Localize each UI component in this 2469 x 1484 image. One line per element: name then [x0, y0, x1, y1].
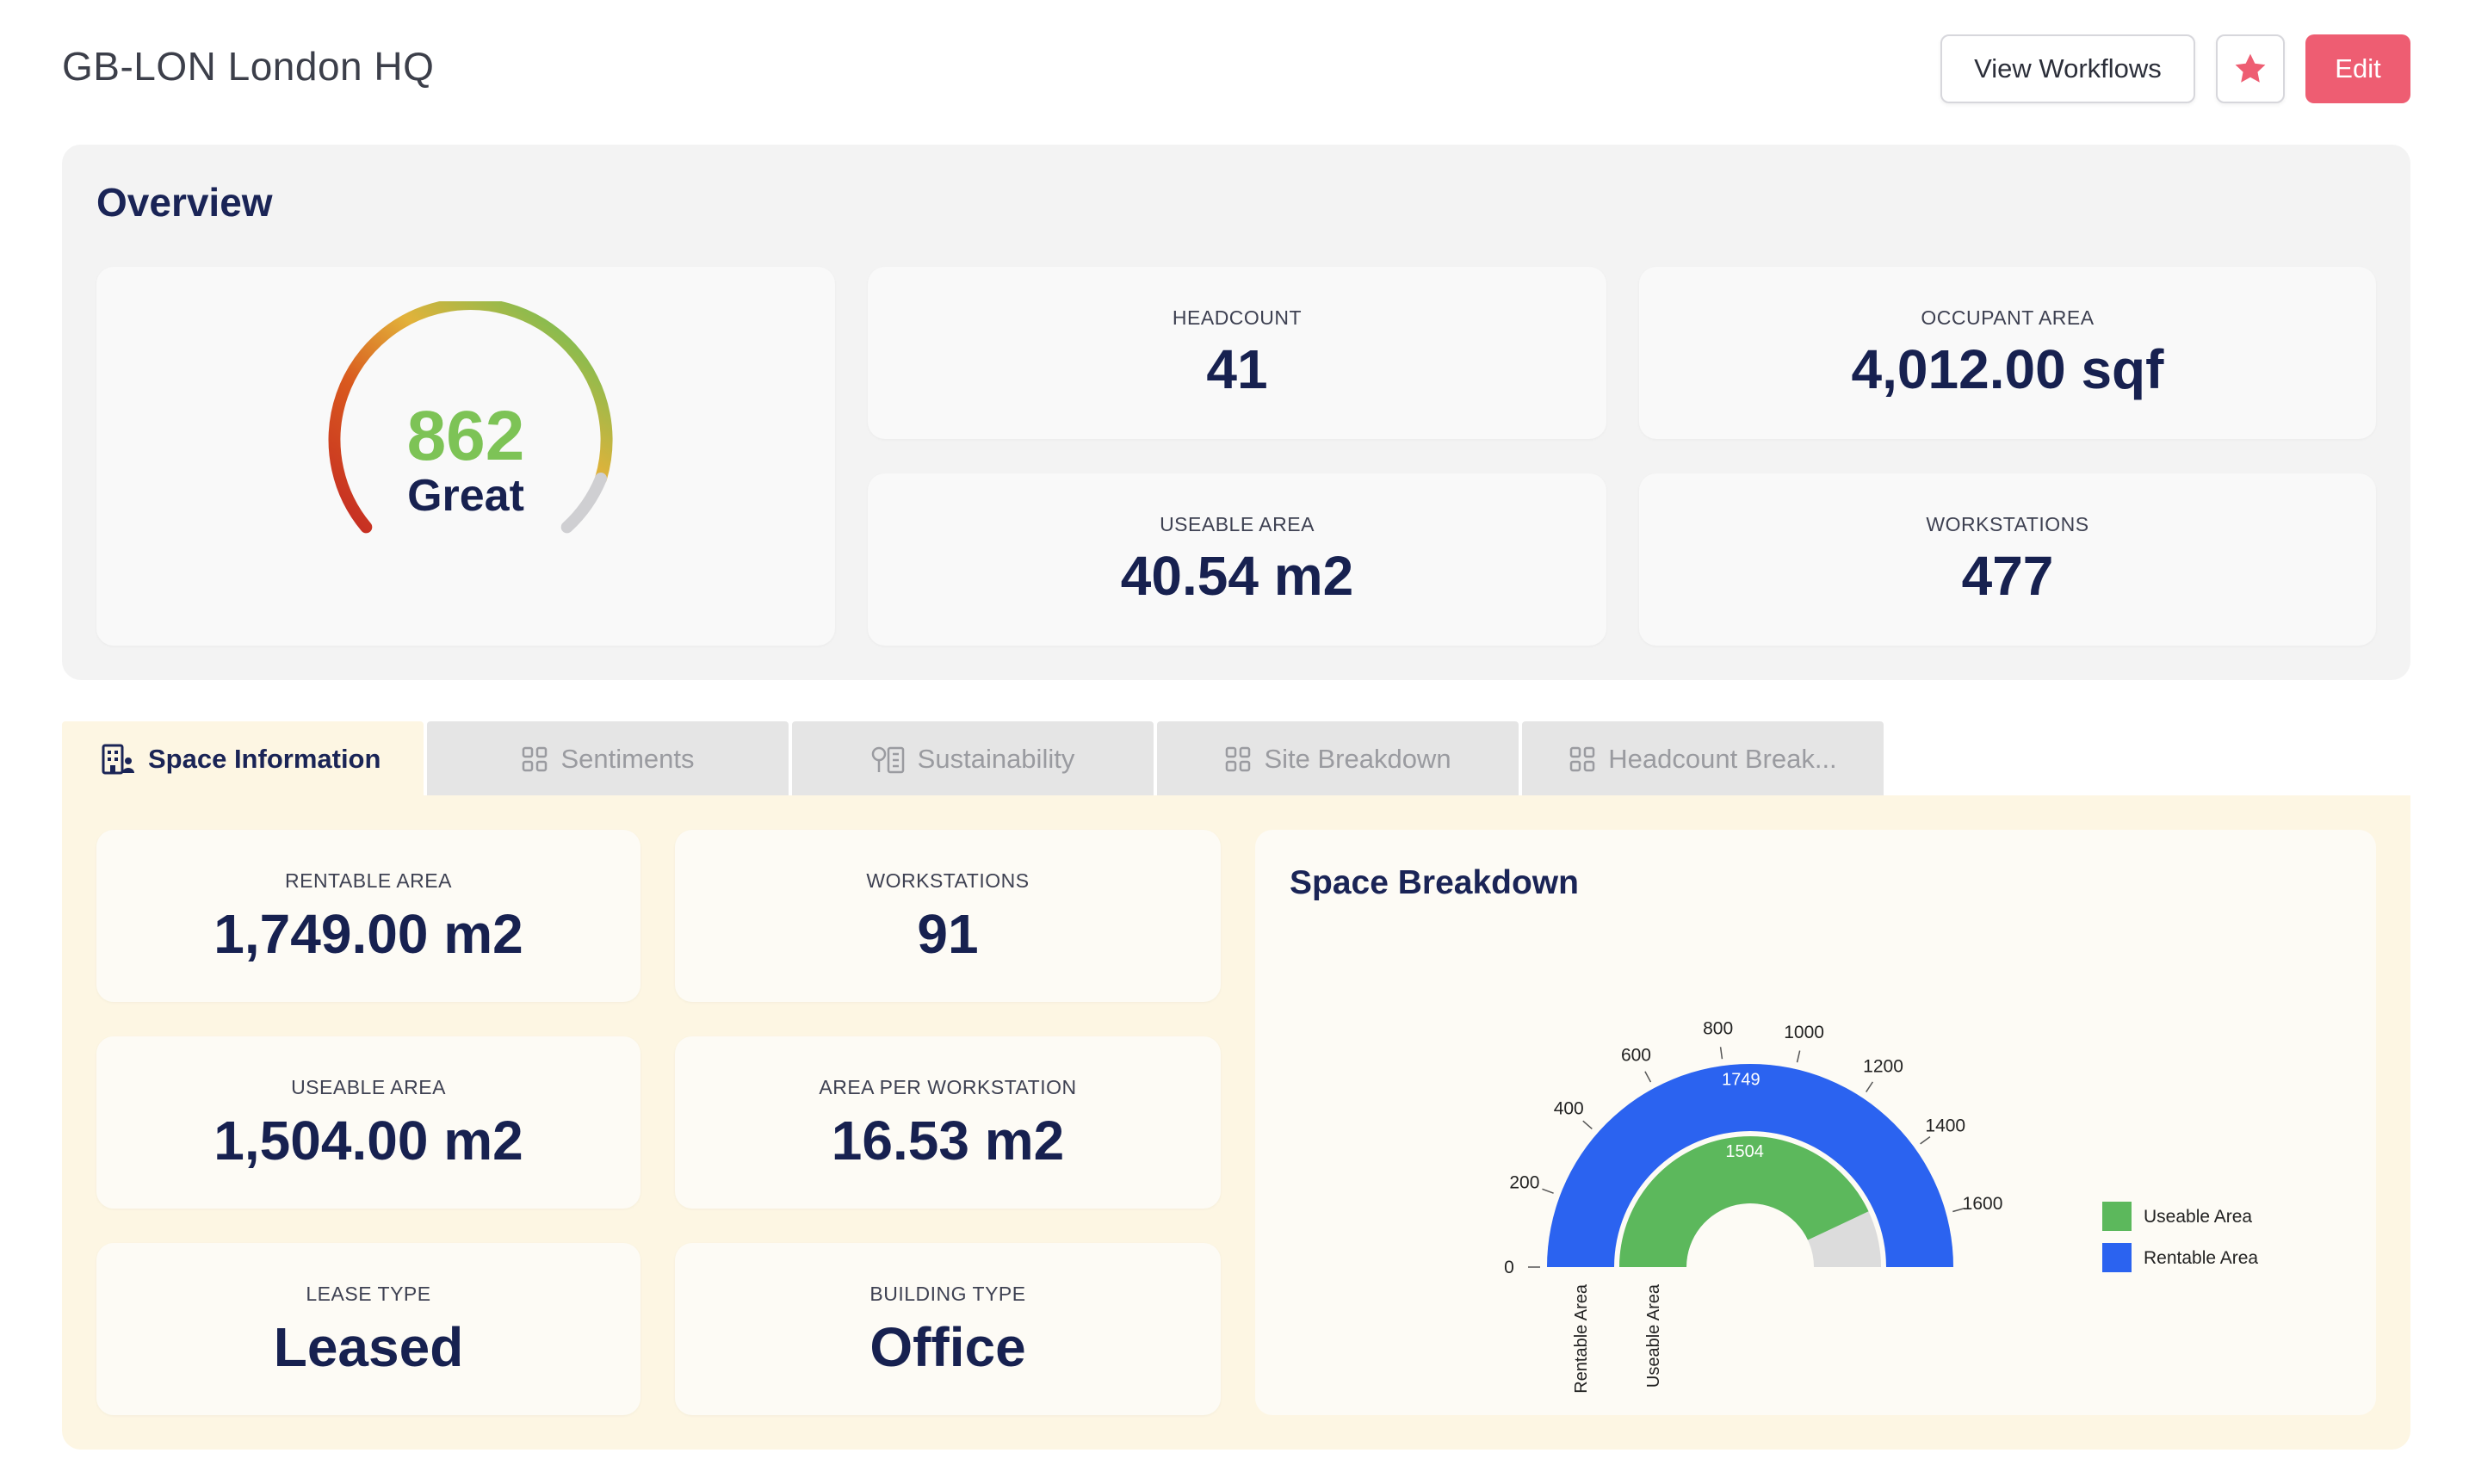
stat-label: WORKSTATIONS — [866, 869, 1030, 892]
tick-mark — [1582, 1120, 1593, 1129]
space-information-panel: RENTABLE AREA 1,749.00 m2 WORKSTATIONS 9… — [62, 795, 2410, 1450]
workstations-card: WORKSTATIONS 477 — [1639, 473, 2376, 646]
score-gauge-card: 862 Great — [96, 267, 835, 646]
grid-icon — [521, 745, 548, 773]
stat-label: AREA PER WORKSTATION — [819, 1076, 1077, 1098]
tick-label: 200 — [1509, 1173, 1539, 1193]
space-breakdown-chart: 1749 1504 0 200 400 600 800 1000 1200 1400 1600 Ren… — [1504, 1019, 2258, 1394]
tick-label: 1200 — [1863, 1057, 1903, 1077]
stat-value: 91 — [917, 903, 979, 965]
tab-bar: Space Information Sentiments Sustainabil… — [62, 721, 1884, 797]
tab-site-breakdown[interactable]: Site Breakdown — [1157, 721, 1519, 797]
tick-mark — [1542, 1188, 1554, 1194]
building-users-icon — [102, 744, 136, 775]
view-workflows-button[interactable]: View Workflows — [1940, 34, 2195, 103]
tab-label: Site Breakdown — [1264, 744, 1451, 774]
stat-label: USEABLE AREA — [1160, 513, 1315, 535]
tick-mark — [1866, 1081, 1874, 1092]
stat-label: USEABLE AREA — [291, 1076, 446, 1098]
tick-mark — [1920, 1136, 1931, 1145]
stat-label: WORKSTATIONS — [1926, 513, 2089, 535]
bar-rentable-area — [1547, 1064, 1953, 1267]
tick-label: 1400 — [1925, 1116, 1965, 1136]
stat-value: 4,012.00 sqf — [1851, 338, 2164, 400]
tree-building-icon — [871, 745, 906, 774]
favorite-button[interactable] — [2216, 34, 2285, 103]
tab-label: Sustainability — [917, 744, 1075, 774]
space-breakdown-card: Space Breakdown 1749 1504 0 200 400 600 800 100… — [1255, 830, 2376, 1415]
tick-mark — [1719, 1047, 1723, 1060]
page-title: GB-LON London HQ — [62, 44, 435, 89]
building-type-card: BUILDING TYPE Office — [675, 1243, 1221, 1415]
data-label: 1749 — [1722, 1070, 1760, 1089]
chart-title: Space Breakdown — [1290, 864, 1579, 901]
stat-value: 1,749.00 m2 — [213, 903, 523, 965]
tick-label: 400 — [1554, 1099, 1584, 1119]
grid-icon — [1569, 745, 1596, 773]
tick-label: 0 — [1504, 1258, 1514, 1277]
tab-label: Sentiments — [560, 744, 695, 774]
header-actions: View Workflows Edit — [1940, 34, 2410, 103]
tab-label: Headcount Break... — [1608, 744, 1837, 774]
tab-label: Space Information — [148, 744, 381, 774]
score-value: 862 — [406, 397, 525, 475]
category-label: Rentable Area — [1572, 1283, 1591, 1394]
data-label: 1504 — [1725, 1142, 1763, 1161]
legend-swatch — [2102, 1202, 2132, 1231]
headcount-card: HEADCOUNT 41 — [868, 267, 1606, 439]
tab-sustainability[interactable]: Sustainability — [792, 721, 1154, 797]
grid-icon — [1224, 745, 1252, 773]
stat-label: LEASE TYPE — [306, 1283, 431, 1305]
legend-label: Useable Area — [2144, 1207, 2252, 1227]
tick-mark — [1952, 1208, 1965, 1213]
page-header: GB-LON London HQ View Workflows Edit — [62, 34, 2410, 103]
score-gauge — [328, 301, 613, 534]
stat-label: BUILDING TYPE — [869, 1283, 1026, 1305]
legend-swatch — [2102, 1243, 2132, 1272]
tab-space-information[interactable]: Space Information — [62, 721, 424, 797]
score-label: Great — [407, 471, 524, 521]
tick-label: 600 — [1621, 1045, 1651, 1065]
tab-headcount-breakdown[interactable]: Headcount Break... — [1522, 721, 1884, 797]
tick-label: 1600 — [1963, 1194, 2003, 1214]
overview-panel: Overview 862 Great HEADCOUNT 41 OCCUPANT… — [62, 145, 2410, 680]
bar-useable-area — [1619, 1136, 1869, 1267]
tick-mark — [1644, 1071, 1652, 1083]
tick-mark — [1796, 1050, 1801, 1063]
overview-title: Overview — [96, 180, 273, 225]
occupant-area-card: OCCUPANT AREA 4,012.00 sqf — [1639, 267, 2376, 439]
stat-value: 477 — [1961, 545, 2054, 607]
stat-label: RENTABLE AREA — [285, 869, 452, 892]
useable-area-card: USEABLE AREA 40.54 m2 — [868, 473, 1606, 646]
legend-label: Rentable Area — [2144, 1248, 2258, 1268]
stat-label: OCCUPANT AREA — [1921, 306, 2095, 329]
tab-sentiments[interactable]: Sentiments — [427, 721, 789, 797]
workstations-info-card: WORKSTATIONS 91 — [675, 830, 1221, 1002]
stat-value: 40.54 m2 — [1120, 545, 1354, 607]
stat-value: Office — [869, 1316, 1026, 1378]
stat-value: 1,504.00 m2 — [213, 1110, 523, 1172]
edit-button[interactable]: Edit — [2305, 34, 2410, 103]
star-icon — [2235, 53, 2266, 83]
category-label: Useable Area — [1644, 1283, 1663, 1388]
area-per-workstation-card: AREA PER WORKSTATION 16.53 m2 — [675, 1036, 1221, 1209]
stat-value: 41 — [1206, 338, 1268, 400]
stat-value: 16.53 m2 — [831, 1110, 1065, 1172]
tick-label: 1000 — [1784, 1023, 1824, 1042]
stat-value: Leased — [273, 1316, 464, 1378]
tick-label: 800 — [1703, 1019, 1733, 1039]
rentable-area-card: RENTABLE AREA 1,749.00 m2 — [96, 830, 640, 1002]
lease-type-card: LEASE TYPE Leased — [96, 1243, 640, 1415]
stat-label: HEADCOUNT — [1172, 306, 1303, 329]
useable-area-info-card: USEABLE AREA 1,504.00 m2 — [96, 1036, 640, 1209]
